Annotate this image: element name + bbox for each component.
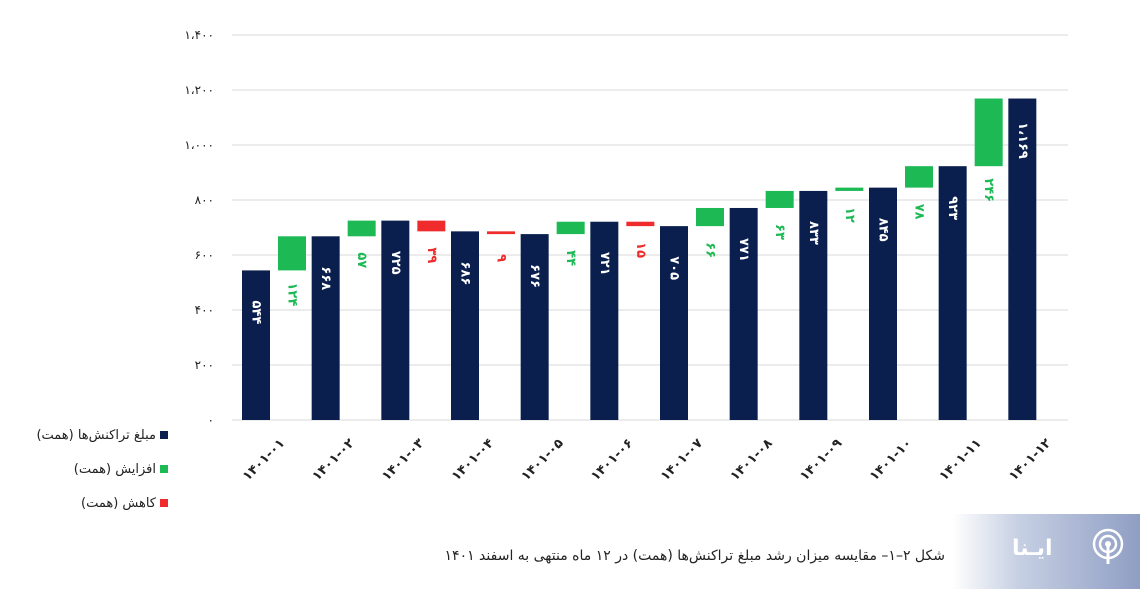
brand-logo-icon bbox=[1092, 528, 1124, 564]
y-tick-label: ۶۰۰ bbox=[195, 248, 214, 262]
decrease-bar-label: ۳۹ bbox=[424, 247, 439, 263]
total-bar bbox=[590, 221, 619, 420]
total-bar bbox=[520, 234, 549, 420]
legend-item-total: مبلغ تراکنش‌ها (همت) bbox=[8, 418, 168, 452]
x-tick-label: ۱۴۰۱-۰۳ bbox=[379, 436, 427, 484]
total-bar-label: ۶۸۶ bbox=[458, 261, 473, 285]
increase-bar bbox=[278, 236, 306, 271]
y-tick-label: ۰ bbox=[208, 413, 214, 427]
increase-bar-label: ۵۷ bbox=[354, 252, 369, 268]
increase-bar bbox=[905, 166, 933, 188]
x-tick-label: ۱۴۰۱-۰۲ bbox=[310, 436, 358, 484]
legend-swatch-total bbox=[160, 431, 168, 439]
x-tick-label: ۱۴۰۱-۱۱ bbox=[937, 436, 985, 484]
decrease-bar bbox=[417, 220, 446, 232]
decrease-bar-label: ۹ bbox=[494, 254, 509, 262]
x-tick-label: ۱۴۰۱-۱۰ bbox=[867, 436, 915, 484]
increase-bar-label: ۱۲۴ bbox=[285, 282, 300, 306]
decrease-bar-label: ۱۵ bbox=[633, 242, 648, 258]
total-bar-label: ۱،۱۶۹ bbox=[1015, 122, 1030, 159]
decrease-bar bbox=[626, 221, 655, 227]
total-bar bbox=[1008, 98, 1037, 421]
legend-label-increase: افزایش (همت) bbox=[73, 461, 156, 477]
increase-bar bbox=[974, 98, 1003, 167]
total-bar-label: ۷۰۵ bbox=[667, 256, 682, 280]
increase-bar-label: ۱۲ bbox=[842, 207, 857, 223]
y-tick-label: ۱،۰۰۰ bbox=[184, 138, 214, 152]
waterfall-chart: ۰ ۲۰۰ ۴۰۰ ۶۰۰ ۸۰۰ ۱،۰۰۰ ۱،۲۰۰ ۱،۴۰۰ ۵۴۴ ۶۶۸ ۷۲۵ ۶۸۶… bbox=[184, 28, 1068, 484]
legend-swatch-increase bbox=[160, 465, 168, 473]
total-bar bbox=[660, 226, 688, 420]
total-bar-label: ۷۷۱ bbox=[736, 238, 751, 262]
y-tick-label: ۱،۲۰۰ bbox=[184, 83, 214, 97]
figure-caption: شکل ۲–۱– مقایسه میزان رشد مبلغ تراکنش‌ها… bbox=[444, 548, 945, 564]
increase-bar-label: ۴۴ bbox=[563, 250, 578, 266]
total-bar-label: ۷۲۵ bbox=[388, 251, 403, 275]
legend-label-total: مبلغ تراکنش‌ها (همت) bbox=[36, 427, 156, 443]
total-bar bbox=[451, 231, 479, 420]
brand-name: ایـنا bbox=[1012, 536, 1053, 561]
y-tick-label: ۴۰۰ bbox=[195, 303, 214, 317]
x-tick-label: ۱۴۰۱-۰۱ bbox=[240, 436, 288, 484]
increase-bar bbox=[696, 207, 724, 227]
total-bar bbox=[799, 190, 828, 420]
x-tick-label: ۱۴۰۱-۰۷ bbox=[658, 436, 706, 484]
total-bar bbox=[381, 220, 410, 420]
total-bar-label: ۷۲۱ bbox=[597, 252, 612, 276]
total-bar-label: ۵۴۴ bbox=[249, 300, 264, 324]
increase-bar-label: ۶۳ bbox=[772, 224, 787, 240]
x-tick-label: ۱۴۰۱-۰۴ bbox=[449, 436, 497, 484]
total-bar-label: ۸۳۳ bbox=[806, 221, 821, 245]
y-tick-label: ۱،۴۰۰ bbox=[184, 28, 214, 42]
chart-legend: مبلغ تراکنش‌ها (همت) افزایش (همت) کاهش (… bbox=[8, 418, 168, 520]
total-bar-label: ۸۴۵ bbox=[876, 218, 891, 242]
decrease-bar bbox=[487, 231, 515, 235]
total-bar bbox=[869, 187, 897, 420]
x-tick-label: ۱۴۰۱-۰۸ bbox=[728, 436, 776, 484]
x-tick-label: ۱۴۰۱-۰۶ bbox=[588, 436, 636, 484]
increase-bar-label: ۲۴۶ bbox=[981, 178, 996, 202]
increase-bar-label: ۶۶ bbox=[703, 242, 718, 258]
legend-label-decrease: کاهش (همت) bbox=[81, 495, 156, 511]
total-bar-label: ۹۲۳ bbox=[945, 196, 960, 220]
legend-swatch-decrease bbox=[160, 499, 168, 507]
total-bar bbox=[242, 270, 270, 420]
total-bar bbox=[729, 207, 758, 420]
x-tick-label: ۱۴۰۱-۰۵ bbox=[519, 436, 567, 484]
x-tick-label: ۱۴۰۱-۱۲ bbox=[1006, 436, 1054, 484]
y-tick-label: ۸۰۰ bbox=[195, 193, 214, 207]
y-tick-label: ۲۰۰ bbox=[195, 358, 214, 372]
x-tick-label: ۱۴۰۱-۰۹ bbox=[797, 436, 845, 484]
increase-bar bbox=[347, 220, 376, 237]
legend-item-decrease: کاهش (همت) bbox=[8, 486, 168, 520]
total-bar bbox=[311, 236, 340, 420]
legend-item-increase: افزایش (همت) bbox=[8, 452, 168, 486]
increase-bar bbox=[835, 187, 864, 191]
increase-bar bbox=[765, 190, 794, 208]
total-bar bbox=[938, 166, 967, 420]
total-bar-label: ۶۶۸ bbox=[318, 266, 333, 290]
total-bar-label: ۶۷۶ bbox=[527, 264, 542, 288]
increase-bar-label: ۷۸ bbox=[912, 204, 927, 220]
increase-bar bbox=[556, 221, 585, 235]
